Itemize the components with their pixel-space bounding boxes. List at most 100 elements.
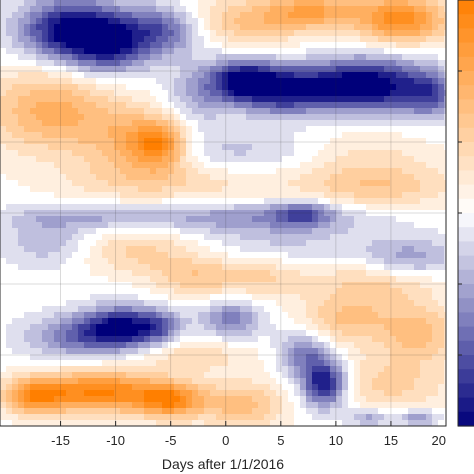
- heatmap-cell: [36, 18, 43, 25]
- heatmap-cell: [384, 168, 391, 175]
- heatmap-cell: [396, 210, 403, 217]
- heatmap-cell: [270, 12, 277, 19]
- heatmap-cell: [396, 336, 403, 343]
- heatmap-cell: [210, 222, 217, 229]
- heatmap-cell: [348, 360, 355, 367]
- heatmap-cell: [360, 24, 367, 31]
- heatmap-cell: [366, 282, 373, 289]
- heatmap-cell: [42, 0, 49, 7]
- heatmap-cell: [384, 174, 391, 181]
- heatmap-cell: [72, 186, 79, 193]
- heatmap-cell: [402, 30, 409, 37]
- heatmap-cell: [414, 180, 421, 187]
- heatmap-cell: [390, 144, 397, 151]
- heatmap-cell: [162, 42, 169, 49]
- heatmap-cell: [396, 96, 403, 103]
- heatmap-cell: [222, 144, 229, 151]
- heatmap-cell: [300, 312, 307, 319]
- heatmap-cell: [408, 240, 415, 247]
- heatmap-cell: [96, 240, 103, 247]
- heatmap-cell: [36, 276, 43, 283]
- heatmap-cell: [30, 384, 37, 391]
- heatmap-cell: [120, 300, 127, 307]
- heatmap-cell: [24, 102, 31, 109]
- heatmap-cell: [192, 102, 199, 109]
- heatmap-cell: [24, 324, 31, 331]
- heatmap-cell: [204, 18, 211, 25]
- heatmap-cell: [240, 78, 247, 85]
- heatmap-cell: [114, 252, 121, 259]
- heatmap-cell: [180, 252, 187, 259]
- heatmap-cell: [90, 210, 97, 217]
- heatmap-cell: [426, 162, 433, 169]
- heatmap-cell: [408, 306, 415, 313]
- heatmap-cell: [288, 336, 295, 343]
- heatmap-cell: [162, 294, 169, 301]
- heatmap-cell: [18, 276, 25, 283]
- heatmap-cell: [228, 186, 235, 193]
- heatmap-cell: [432, 150, 439, 157]
- heatmap-cell: [168, 84, 175, 91]
- heatmap-cell: [432, 162, 439, 169]
- heatmap-cell: [84, 222, 91, 229]
- heatmap-cell: [42, 6, 49, 13]
- heatmap-cell: [192, 372, 199, 379]
- heatmap-cell: [408, 234, 415, 241]
- heatmap-cell: [162, 222, 169, 229]
- heatmap-cell: [120, 378, 127, 385]
- heatmap-cell: [138, 186, 145, 193]
- heatmap-cell: [372, 66, 379, 73]
- heatmap-cell: [84, 102, 91, 109]
- heatmap-cell: [282, 300, 289, 307]
- heatmap-cell: [180, 198, 187, 205]
- heatmap-cell: [54, 378, 61, 385]
- heatmap-cell: [300, 390, 307, 397]
- heatmap-cell: [210, 354, 217, 361]
- heatmap-cell: [6, 354, 13, 361]
- heatmap-cell: [132, 156, 139, 163]
- heatmap-cell: [186, 276, 193, 283]
- heatmap-cell: [36, 114, 43, 121]
- heatmap-cell: [408, 36, 415, 43]
- heatmap-cell: [30, 6, 37, 13]
- heatmap-cell: [150, 12, 157, 19]
- heatmap-cell: [66, 162, 73, 169]
- heatmap-cell: [294, 0, 301, 7]
- heatmap-cell: [90, 282, 97, 289]
- heatmap-cell: [390, 150, 397, 157]
- heatmap-cell: [252, 168, 259, 175]
- heatmap-cell: [420, 294, 427, 301]
- heatmap-cell: [384, 6, 391, 13]
- heatmap-cell: [186, 150, 193, 157]
- heatmap-cell: [402, 366, 409, 373]
- heatmap-cell: [366, 42, 373, 49]
- heatmap-cell: [180, 42, 187, 49]
- heatmap-cell: [126, 258, 133, 265]
- heatmap-cell: [36, 84, 43, 91]
- heatmap-cell: [378, 48, 385, 55]
- heatmap-cell: [198, 324, 205, 331]
- heatmap-cell: [276, 42, 283, 49]
- heatmap-cell: [414, 300, 421, 307]
- heatmap-cell: [204, 240, 211, 247]
- heatmap-cell: [318, 270, 325, 277]
- heatmap-cell: [36, 288, 43, 295]
- heatmap-cell: [276, 330, 283, 337]
- heatmap-cell: [318, 114, 325, 121]
- heatmap-cell: [282, 108, 289, 115]
- heatmap-cell: [390, 276, 397, 283]
- heatmap-cell: [246, 126, 253, 133]
- heatmap-cell: [42, 132, 49, 139]
- heatmap-cell: [198, 60, 205, 67]
- heatmap-cell: [312, 78, 319, 85]
- heatmap-cell: [270, 18, 277, 25]
- heatmap-cell: [168, 282, 175, 289]
- heatmap-cell: [6, 144, 13, 151]
- heatmap-cell: [396, 288, 403, 295]
- heatmap-cell: [372, 24, 379, 31]
- heatmap-cell: [174, 384, 181, 391]
- heatmap-cell: [78, 102, 85, 109]
- heatmap-cell: [240, 348, 247, 355]
- heatmap-cell: [408, 180, 415, 187]
- heatmap-cell: [54, 120, 61, 127]
